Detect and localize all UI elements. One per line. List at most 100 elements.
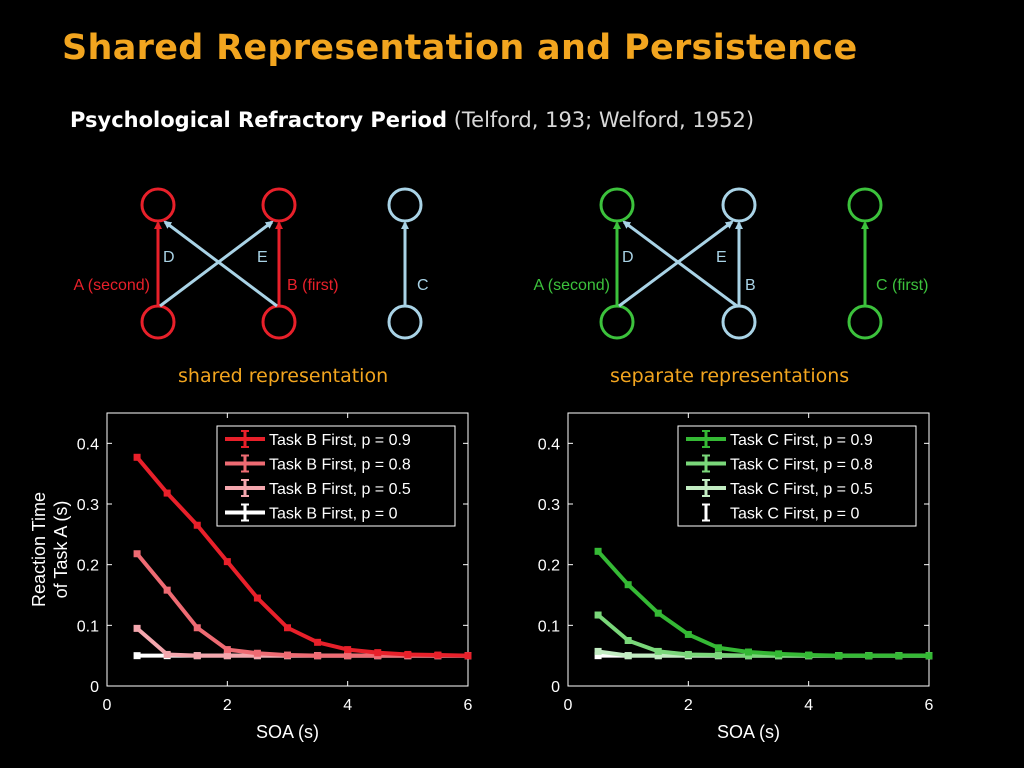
- node-left-top-2: [261, 187, 297, 223]
- x-tick-label: 2: [223, 697, 232, 714]
- legend-entry: Task B First, p = 0: [269, 506, 398, 523]
- y-tick-label: 0.4: [77, 436, 99, 453]
- plot-frame: [567, 412, 930, 687]
- node-left-top-1: [140, 187, 176, 223]
- chart-task-b-first: 0 2 4 6 0 0.1 0.2 0.3 0.4 SOA (s) Reaction Time of …: [29, 412, 473, 742]
- data-point: [654, 609, 662, 617]
- data-point: [714, 651, 722, 659]
- data-point: [434, 651, 442, 659]
- label-right-b: B: [745, 277, 756, 294]
- data-point: [193, 624, 201, 632]
- data-point: [253, 649, 261, 657]
- label-right-e: E: [716, 249, 727, 266]
- label-right-d: D: [622, 249, 634, 266]
- data-point: [684, 650, 692, 658]
- data-point: [624, 652, 632, 660]
- series-line: [596, 613, 929, 658]
- caption-shared-representation: shared representation: [178, 365, 389, 387]
- label-left-e: E: [257, 249, 268, 266]
- node-right-bottom-3: [847, 304, 883, 340]
- data-point: [163, 489, 171, 497]
- x-axis-label: SOA (s): [717, 722, 780, 742]
- y-tick-label: 0.3: [77, 497, 99, 514]
- series-line: [135, 626, 468, 658]
- x-tick-label: 4: [343, 697, 352, 714]
- data-point: [464, 652, 472, 660]
- x-tick-label: 0: [103, 697, 112, 714]
- y-tick-label: 0.1: [77, 618, 99, 635]
- legend-entry: Task B First, p = 0.5: [269, 481, 411, 498]
- x-tick-label: 0: [564, 697, 573, 714]
- slide-title: Shared Representation and Persistence: [62, 28, 858, 68]
- arrow-right-e: [622, 220, 738, 308]
- data-point: [684, 630, 692, 638]
- data-point: [404, 650, 412, 658]
- data-point: [654, 647, 662, 655]
- y-tick-label: 0.2: [538, 558, 560, 575]
- node-left-bottom-2: [261, 304, 297, 340]
- y-tick-label: 0: [551, 679, 560, 696]
- data-point: [133, 453, 141, 461]
- data-point: [865, 652, 873, 660]
- subtitle-bold: Psychological Refractory Period: [70, 108, 448, 132]
- data-point: [895, 652, 903, 660]
- label-right-a: A (second): [534, 277, 610, 294]
- legend-entry: Task B First, p = 0.8: [269, 457, 411, 474]
- data-point: [835, 652, 843, 660]
- legend-entry: Task C First, p = 0: [730, 506, 859, 523]
- series-line: [596, 549, 929, 658]
- data-point: [925, 652, 933, 660]
- data-point: [314, 638, 322, 646]
- data-point: [284, 624, 291, 632]
- data-point: [594, 547, 602, 555]
- node-right-bottom-2: [721, 304, 757, 340]
- data-point: [805, 651, 813, 659]
- data-point: [714, 644, 722, 652]
- y-axis-label-line: of Task A (s): [51, 501, 71, 599]
- subtitle-citation: (Telford, 193; Welford, 1952): [447, 108, 755, 132]
- legend-box: [216, 425, 456, 527]
- data-point: [594, 611, 602, 619]
- y-axis-label-line: Reaction Time: [29, 492, 49, 607]
- diagram-separate: A (second) B C (first) D E: [534, 187, 928, 340]
- legend-entry: Task C First, p = 0.5: [730, 481, 873, 498]
- plot-frame: [106, 412, 469, 687]
- legend-entry: Task C First, p = 0.9: [730, 432, 873, 449]
- caption-separate-representations: separate representations: [610, 365, 850, 387]
- diagram-shared: A (second) B (first) C D E: [74, 187, 429, 340]
- data-point: [223, 646, 231, 654]
- node-right-top-2: [721, 187, 757, 223]
- data-point: [163, 586, 171, 594]
- y-tick-label: 0.4: [538, 436, 560, 453]
- node-left-top-3: [387, 187, 423, 223]
- slide-subtitle: Psychological Refractory Period (Telford…: [70, 108, 754, 132]
- data-point: [594, 652, 602, 660]
- data-point: [624, 637, 632, 644]
- data-point: [163, 650, 171, 658]
- data-point: [314, 652, 322, 660]
- label-left-c: C: [417, 277, 429, 294]
- series-line: [135, 455, 469, 658]
- legend-box: [677, 425, 917, 527]
- data-point: [223, 558, 231, 566]
- y-tick-label: 0: [90, 679, 99, 696]
- arrow-left-d: [159, 220, 274, 308]
- node-right-bottom-1: [599, 304, 635, 340]
- data-point: [624, 581, 632, 589]
- data-point: [374, 649, 382, 657]
- y-tick-label: 0.3: [538, 497, 560, 514]
- legend-entry: Task B First, p = 0.9: [269, 432, 411, 449]
- x-tick-label: 4: [804, 697, 813, 714]
- data-point: [133, 624, 141, 632]
- data-point: [133, 652, 141, 660]
- data-point: [654, 652, 662, 660]
- node-left-bottom-1: [140, 304, 176, 340]
- node-right-top-3: [847, 187, 883, 223]
- node-left-bottom-3: [387, 304, 423, 340]
- node-right-top-1: [599, 187, 635, 223]
- data-point: [745, 648, 752, 656]
- data-point: [193, 652, 201, 660]
- y-tick-label: 0.1: [538, 618, 560, 635]
- x-axis-label: SOA (s): [256, 722, 319, 742]
